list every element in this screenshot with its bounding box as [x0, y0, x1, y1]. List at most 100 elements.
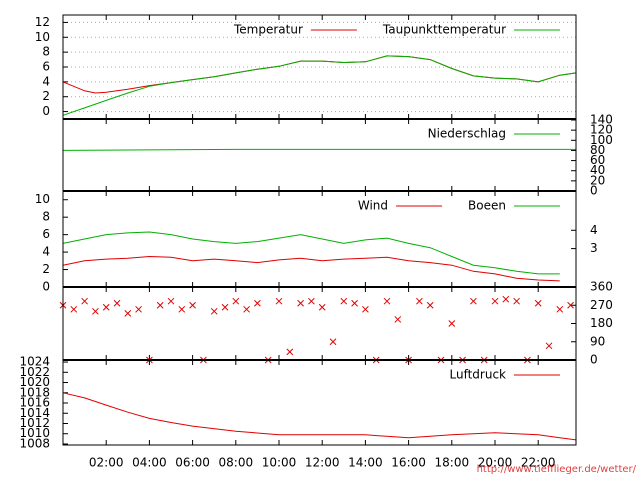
y2-tick-label: 40 — [590, 163, 605, 177]
direction-point — [426, 301, 434, 309]
direction-point — [362, 305, 369, 313]
direction-point — [92, 307, 99, 315]
y2-tick-label: 80 — [590, 143, 605, 157]
direction-point — [81, 297, 88, 305]
direction-point — [513, 297, 520, 305]
series-line — [62, 55, 577, 116]
direction-point — [70, 305, 78, 313]
y2-tick-label: 20 — [590, 173, 605, 187]
x-tick-label: 08:00 — [219, 456, 254, 470]
direction-point — [156, 301, 164, 309]
y-tick-label: 10 — [35, 192, 50, 206]
legend-label: Taupunkttemperatur — [382, 23, 506, 37]
footer-link: http://www.tiefflieger.de/wetter/ — [477, 464, 637, 475]
direction-point — [113, 299, 121, 307]
y-tick-label: 8 — [42, 45, 50, 59]
direction-point — [470, 297, 477, 305]
y-tick-label: 0 — [42, 104, 50, 118]
y-tick-label: 1014 — [19, 406, 50, 420]
direction-point — [340, 297, 348, 305]
y2-tick-label: 100 — [590, 133, 613, 147]
direction-point — [383, 297, 391, 305]
series-line — [62, 148, 576, 151]
y2-tick-label: 120 — [590, 123, 613, 137]
x-tick-label: 02:00 — [89, 456, 124, 470]
y-tick-label: 12 — [35, 15, 50, 29]
x-tick-label: 22:00 — [521, 456, 556, 470]
x-tick-label: 10:00 — [262, 456, 297, 470]
direction-point — [502, 295, 510, 303]
legend-label: Boeen — [468, 199, 506, 213]
y-tick-label: 1024 — [19, 355, 50, 369]
direction-point — [329, 338, 337, 346]
direction-point — [534, 299, 542, 307]
series-line — [62, 231, 560, 275]
y2-tick-label: 90 — [590, 334, 605, 348]
direction-point — [318, 303, 326, 311]
y2-tick-label: 0 — [590, 184, 598, 198]
y-tick-label: 1012 — [19, 416, 50, 430]
direction-point — [416, 297, 423, 305]
y2-tick-label: 0 — [590, 353, 598, 367]
direction-point — [491, 297, 499, 305]
direction-point — [102, 303, 110, 311]
legend-label: Temperatur — [233, 23, 303, 37]
x-tick-label: 06:00 — [175, 456, 210, 470]
series-line — [62, 392, 577, 441]
y-tick-label: 0 — [42, 280, 50, 294]
y-tick-label: 1010 — [19, 426, 50, 440]
y-tick-label: 1008 — [19, 436, 50, 450]
y-tick-label: 4 — [42, 245, 50, 259]
legend-label: Luftdruck — [449, 368, 506, 382]
direction-point — [297, 299, 304, 307]
direction-point — [221, 303, 229, 311]
direction-point — [232, 297, 240, 305]
x-tick-label: 14:00 — [348, 456, 383, 470]
direction-point — [210, 307, 218, 315]
direction-point — [243, 305, 250, 313]
direction-point — [567, 301, 574, 309]
y-tick-label: 2 — [42, 262, 50, 276]
legend-label: Niederschlag — [428, 127, 506, 141]
series-line — [62, 255, 560, 282]
direction-point — [448, 320, 456, 327]
y-tick-label: 6 — [42, 60, 50, 74]
direction-point — [254, 299, 261, 307]
y-tick-label: 1022 — [19, 365, 50, 379]
y2-tick-label: 140 — [590, 113, 613, 127]
y-tick-label: 1020 — [19, 375, 50, 389]
y2-tick-label: 360 — [590, 280, 613, 294]
y2-tick-label: 4 — [590, 223, 598, 237]
legend-label: Wind — [358, 199, 388, 213]
x-tick-label: 04:00 — [132, 456, 167, 470]
x-tick-label: 16:00 — [391, 456, 426, 470]
direction-point — [351, 299, 358, 307]
y2-tick-label: 180 — [590, 316, 613, 330]
x-tick-label: 20:00 — [478, 456, 513, 470]
y-tick-label: 6 — [42, 227, 50, 241]
direction-point — [124, 310, 132, 317]
y2-tick-label: 60 — [590, 153, 605, 167]
x-tick-label: 12:00 — [305, 456, 340, 470]
y-tick-label: 1016 — [19, 396, 50, 410]
direction-point — [394, 316, 402, 323]
y-tick-label: 2 — [42, 89, 50, 103]
direction-point — [135, 305, 142, 313]
y2-tick-label: 3 — [590, 241, 598, 255]
direction-point — [167, 297, 175, 305]
plot-frame — [62, 14, 577, 446]
y-tick-label: 8 — [42, 210, 50, 224]
x-tick-label: 18:00 — [435, 456, 470, 470]
y-tick-label: 10 — [35, 30, 50, 44]
y2-tick-label: 270 — [590, 298, 613, 312]
direction-point — [286, 348, 294, 356]
y-tick-label: 4 — [42, 74, 50, 88]
direction-point — [275, 297, 283, 305]
y-tick-label: 1018 — [19, 385, 50, 399]
direction-point — [545, 342, 553, 350]
direction-point — [189, 301, 196, 309]
direction-point — [556, 305, 564, 313]
direction-point — [308, 297, 315, 305]
